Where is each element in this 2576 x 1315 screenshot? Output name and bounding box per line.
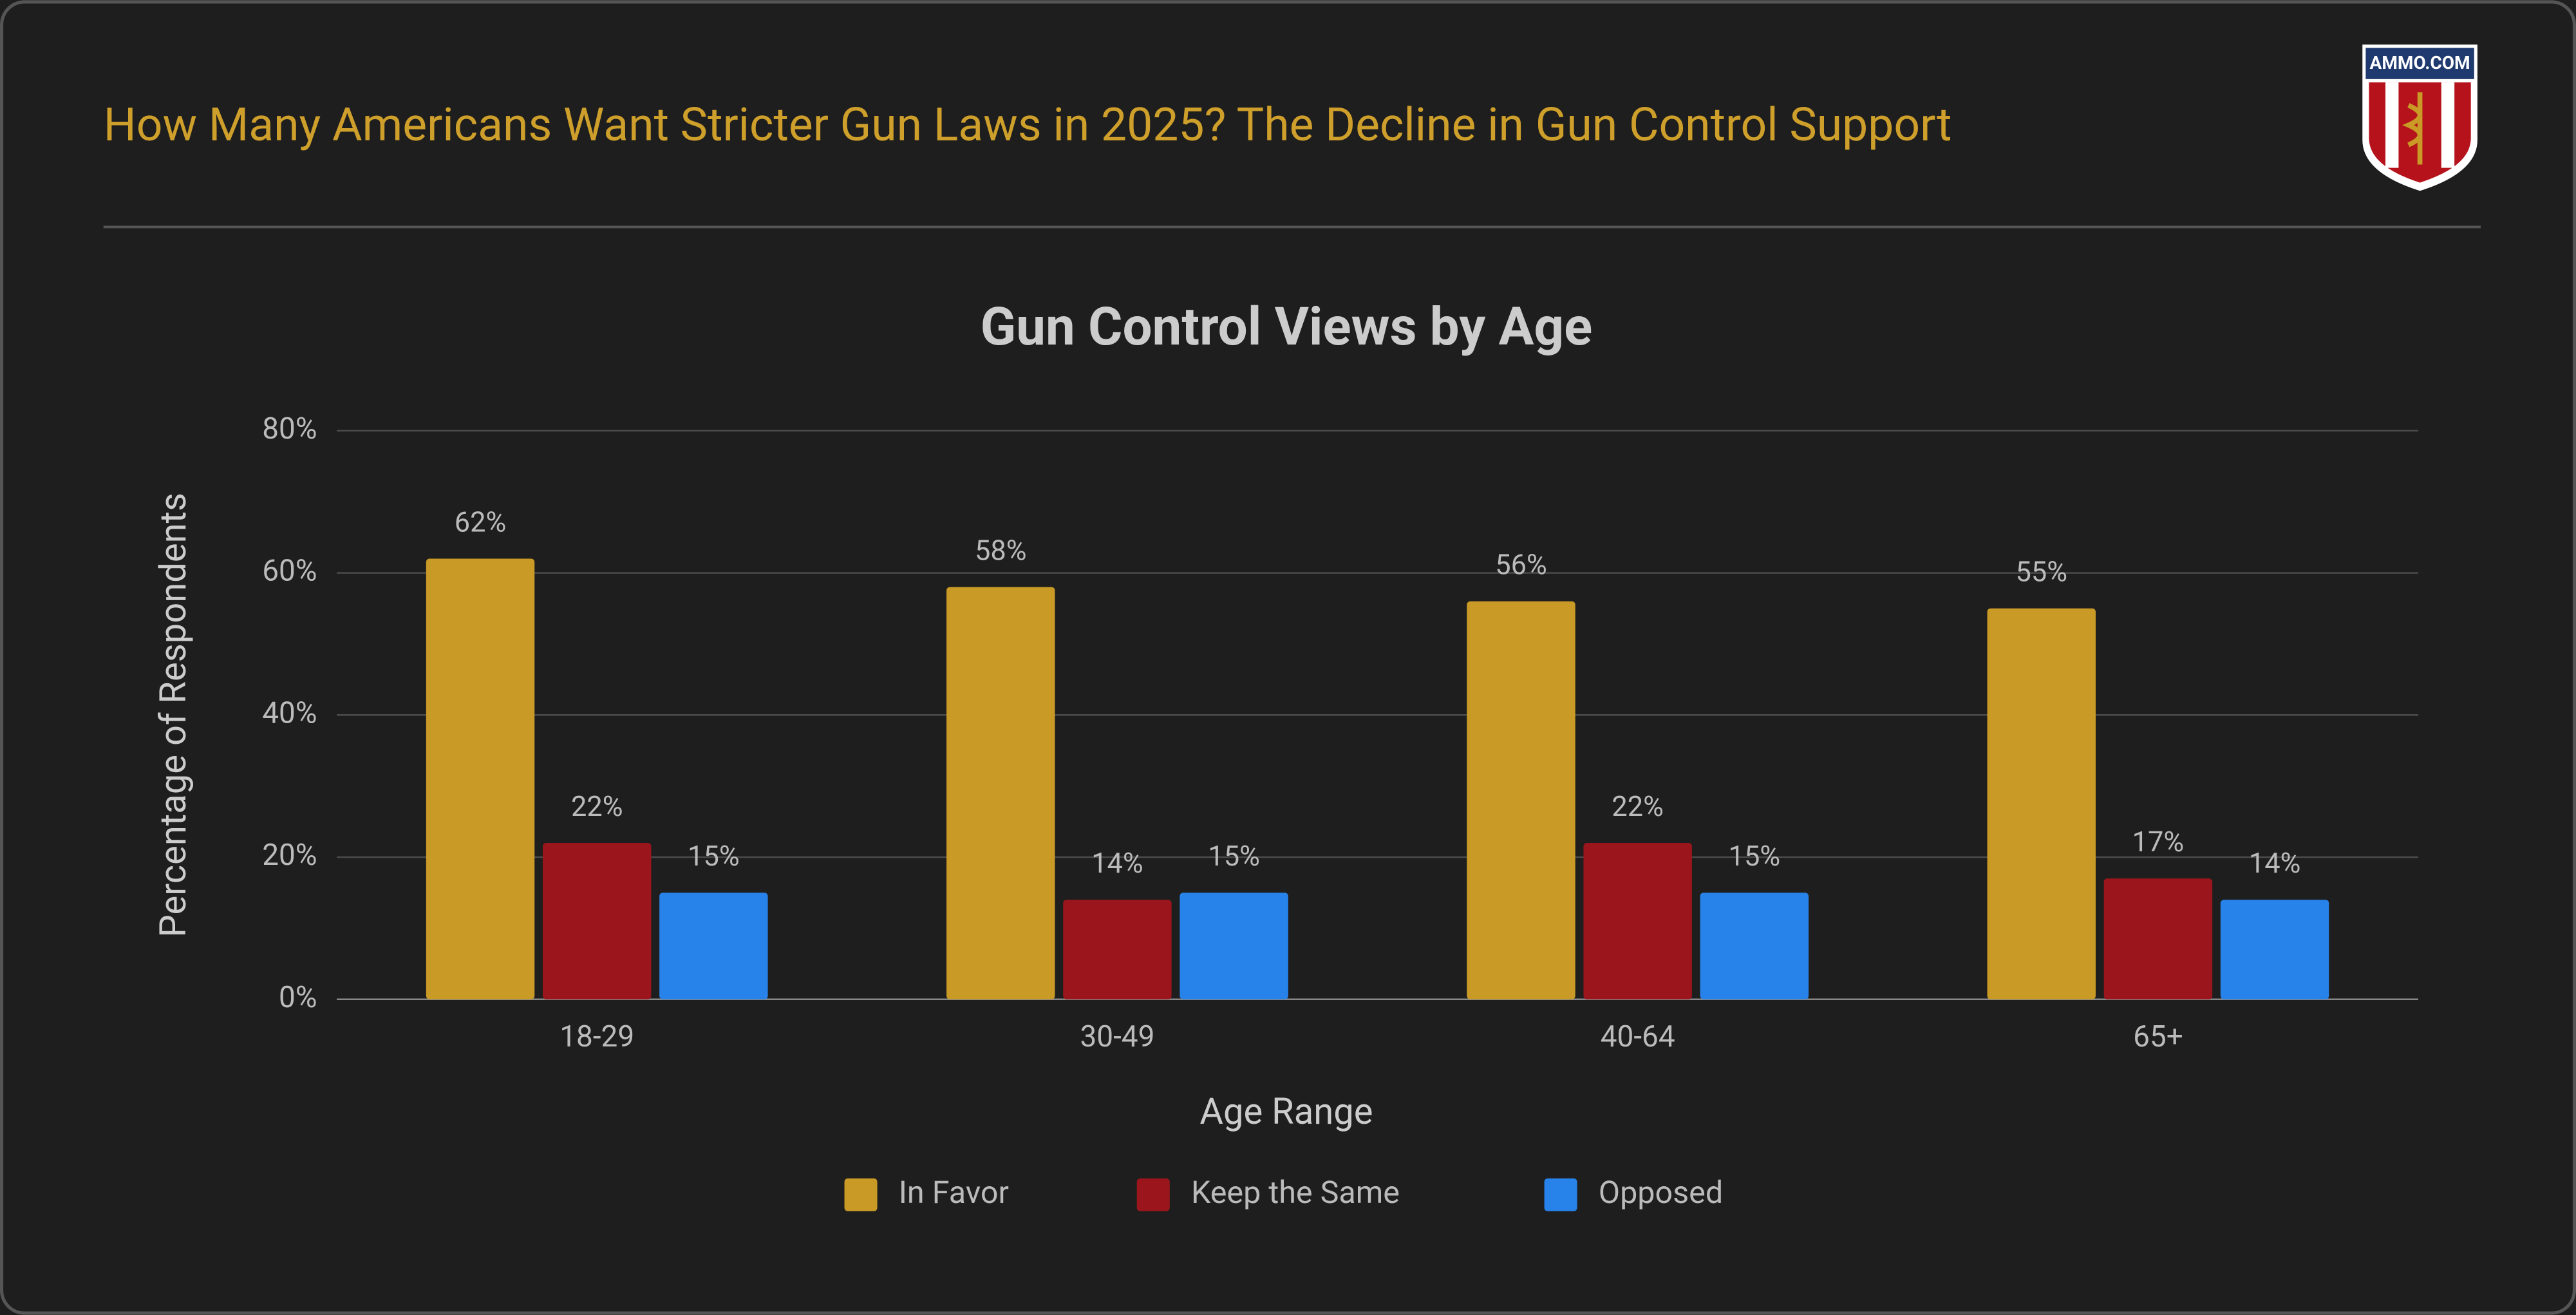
value-label: 56%	[1495, 549, 1547, 582]
bar	[1987, 608, 2096, 999]
bar	[2220, 900, 2329, 999]
x-tick-label: 30-49	[1080, 1019, 1155, 1054]
logo: AMMO.COM	[2362, 44, 2477, 191]
chart-title: Gun Control Views by Age	[981, 296, 1593, 357]
value-label: 15%	[1729, 840, 1781, 873]
legend-swatch	[1136, 1178, 1170, 1211]
x-tick-label: 40-64	[1601, 1019, 1675, 1054]
value-label: 15%	[1208, 840, 1260, 873]
y-tick-label: 40%	[262, 695, 317, 730]
legend-swatch	[1544, 1178, 1577, 1211]
page-title: How Many Americans Want Stricter Gun Law…	[104, 99, 1952, 152]
bar	[1467, 601, 1575, 999]
x-tick-label: 65+	[2133, 1019, 2183, 1054]
value-label: 58%	[975, 535, 1027, 567]
logo-snake	[2402, 92, 2423, 165]
value-label: 22%	[571, 790, 623, 823]
bar	[426, 558, 535, 999]
y-axis-label: Percentage of Respondents	[152, 493, 194, 938]
legend-label: Keep the Same	[1191, 1174, 1400, 1211]
bar	[543, 842, 652, 999]
logo-band	[2365, 48, 2474, 79]
legend-label: In Favor	[899, 1174, 1009, 1211]
value-label: 22%	[1612, 790, 1664, 823]
bar	[659, 893, 768, 999]
y-tick-label: 0%	[279, 980, 317, 1015]
bar	[1063, 900, 1172, 999]
x-axis-label: Age Range	[1199, 1090, 1373, 1133]
bar	[946, 587, 1055, 999]
value-label: 17%	[2132, 826, 2185, 858]
logo-stripe	[2441, 82, 2455, 168]
logo-stripe	[2385, 82, 2399, 168]
y-tick-label: 60%	[262, 554, 317, 589]
value-label: 55%	[2016, 556, 2068, 589]
value-label: 15%	[688, 840, 740, 873]
x-tick-label: 18-29	[559, 1019, 634, 1054]
y-tick-label: 80%	[262, 412, 317, 446]
value-label: 14%	[1091, 847, 1143, 880]
y-tick-label: 20%	[262, 838, 317, 873]
bar	[1583, 842, 1692, 999]
legend-label: Opposed	[1599, 1174, 1723, 1211]
value-label: 62%	[455, 506, 507, 538]
legend-swatch	[844, 1178, 878, 1211]
value-label: 14%	[2249, 847, 2301, 880]
bar	[2103, 878, 2213, 999]
bar	[1700, 893, 1809, 999]
bar	[1180, 893, 1288, 999]
logo-text: AMMO.COM	[2370, 52, 2470, 73]
